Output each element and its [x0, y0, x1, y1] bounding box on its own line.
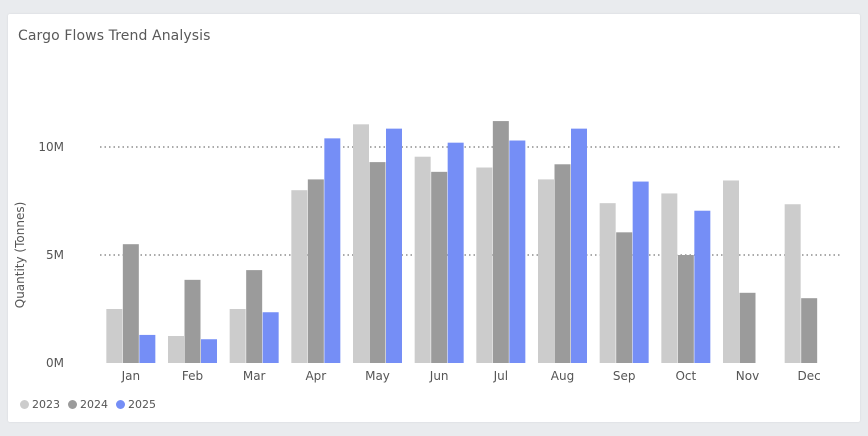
- bar-2024-apr[interactable]: [307, 179, 324, 363]
- gridlines: [100, 146, 840, 256]
- bar-chart: 0M 5M 10M Quantity (Tonnes) Jan Feb Mar Apr Ma…: [13, 121, 840, 383]
- bar-2025-mar[interactable]: [262, 312, 279, 363]
- bar-2023-oct[interactable]: [661, 193, 678, 363]
- legend-item-2024[interactable]: 2024: [68, 398, 108, 411]
- bar-2024-jan[interactable]: [122, 244, 139, 363]
- chart-card: Cargo Flows Trend Analysis 0M 5M 10M Quant…: [8, 14, 860, 422]
- bar-2023-jan[interactable]: [106, 309, 123, 363]
- bar-2023-feb[interactable]: [168, 336, 184, 363]
- bar-2023-nov[interactable]: [723, 180, 739, 363]
- bar-2024-nov[interactable]: [739, 292, 756, 363]
- bar-2023-dec[interactable]: [784, 204, 801, 363]
- legend-swatch: [20, 400, 29, 409]
- x-tick-label: Nov: [736, 369, 759, 383]
- legend-label: 2025: [128, 398, 156, 411]
- bar-2024-jul[interactable]: [492, 121, 509, 363]
- x-tick-label: Jul: [493, 369, 508, 383]
- x-tick-label: Feb: [182, 369, 203, 383]
- bar-2025-apr[interactable]: [324, 138, 341, 363]
- y-tick-label: 10M: [38, 140, 64, 154]
- bar-2023-may[interactable]: [353, 124, 369, 363]
- bar-2023-aug[interactable]: [538, 179, 554, 363]
- x-tick-label: Apr: [305, 369, 326, 383]
- legend-item-2023[interactable]: 2023: [20, 398, 60, 411]
- bar-2025-sep[interactable]: [632, 181, 649, 363]
- x-axis-ticks: Jan Feb Mar Apr May Jun Jul Aug Sep Oct Nov Dec: [121, 369, 821, 383]
- bar-2023-mar[interactable]: [229, 309, 246, 363]
- bar-2024-oct[interactable]: [677, 255, 694, 363]
- legend-label: 2024: [80, 398, 108, 411]
- bar-2025-feb[interactable]: [201, 339, 217, 363]
- bar-2024-may[interactable]: [369, 162, 386, 363]
- x-tick-label: Aug: [551, 369, 574, 383]
- legend: 2023 2024 2025: [20, 398, 156, 411]
- bar-2023-jun[interactable]: [414, 156, 431, 363]
- bar-2024-aug[interactable]: [554, 164, 571, 363]
- bar-2025-jan[interactable]: [139, 334, 156, 363]
- x-tick-label: Dec: [798, 369, 821, 383]
- x-tick-label: Sep: [613, 369, 636, 383]
- bar-2023-apr[interactable]: [291, 190, 308, 363]
- bar-2025-oct[interactable]: [694, 210, 711, 363]
- legend-swatch: [116, 400, 125, 409]
- x-tick-label: Jan: [121, 369, 141, 383]
- x-tick-label: Mar: [243, 369, 266, 383]
- y-tick-label: 0M: [46, 356, 64, 370]
- x-tick-label: Jun: [429, 369, 449, 383]
- x-tick-label: Oct: [675, 369, 696, 383]
- bars: [106, 121, 818, 363]
- legend-item-2025[interactable]: 2025: [116, 398, 156, 411]
- legend-label: 2023: [32, 398, 60, 411]
- bar-2024-sep[interactable]: [616, 232, 633, 363]
- bar-2025-jul[interactable]: [509, 140, 526, 363]
- bar-2023-jul[interactable]: [476, 167, 493, 363]
- bar-2024-feb[interactable]: [184, 279, 201, 363]
- bar-2024-mar[interactable]: [246, 270, 263, 363]
- legend-swatch: [68, 400, 77, 409]
- y-axis-ticks: 0M 5M 10M: [38, 140, 64, 370]
- y-tick-label: 5M: [46, 248, 64, 262]
- chart-title: Cargo Flows Trend Analysis: [18, 28, 211, 44]
- bar-2023-sep[interactable]: [599, 203, 616, 363]
- bar-2025-may[interactable]: [386, 128, 402, 363]
- bar-2024-jun[interactable]: [431, 171, 448, 363]
- bar-2025-aug[interactable]: [571, 128, 587, 363]
- bar-2025-jun[interactable]: [447, 142, 464, 363]
- y-axis-label: Quantity (Tonnes): [13, 202, 27, 309]
- x-tick-label: May: [365, 369, 390, 383]
- bar-2024-dec[interactable]: [801, 298, 818, 363]
